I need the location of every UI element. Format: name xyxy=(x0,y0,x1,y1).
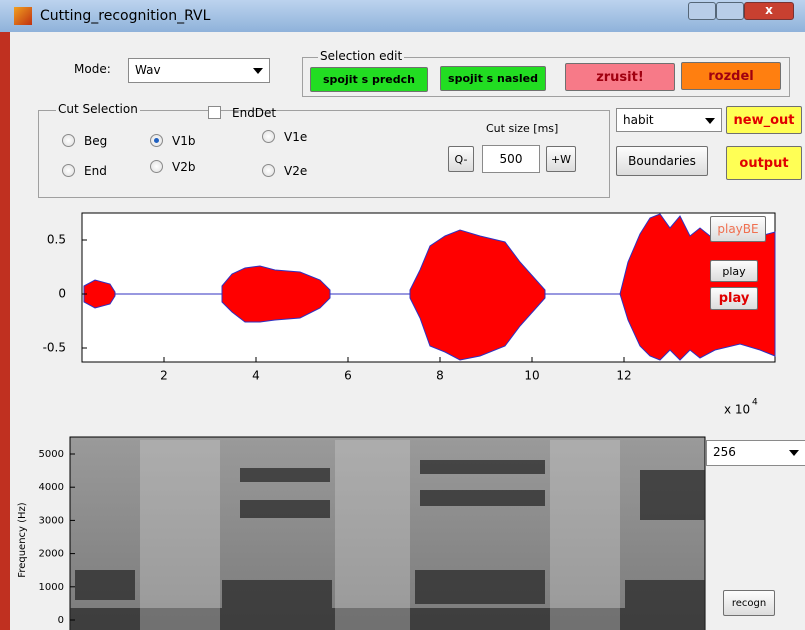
boundaries-button[interactable]: Boundaries xyxy=(616,146,708,176)
y-tick-label: 0 xyxy=(58,615,64,626)
radio-button[interactable] xyxy=(150,134,163,147)
enddet-label: EndDet xyxy=(232,106,277,120)
title-bar xyxy=(0,0,805,32)
spectrogram-highlights xyxy=(140,440,620,630)
x-tick-label: 10 xyxy=(524,369,539,383)
y-tick-label: 3000 xyxy=(39,515,64,526)
recogn-button[interactable]: recogn xyxy=(723,590,775,616)
mode-dropdown[interactable]: Wav xyxy=(128,58,270,83)
waveform-ticks: 0.5 0 -0.5 2 4 6 8 10 12 xyxy=(43,233,632,383)
y-tick-label: -0.5 xyxy=(43,341,66,355)
y-tick-label: 0.5 xyxy=(47,233,66,247)
x-tick-label: 8 xyxy=(436,369,444,383)
y-tick-label: 0 xyxy=(58,287,66,301)
output-button[interactable]: output xyxy=(726,146,802,180)
x-tick-label: 12 xyxy=(616,369,631,383)
y-tick-label: 2000 xyxy=(39,549,64,560)
radio-button[interactable] xyxy=(150,160,163,173)
x-tick-label: 6 xyxy=(344,369,352,383)
y-tick-label: 5000 xyxy=(39,449,64,460)
waveform xyxy=(82,213,776,361)
spectrogram-bands xyxy=(70,460,705,630)
cut-selection-group xyxy=(38,110,610,198)
output-dropdown[interactable]: habit xyxy=(616,108,722,132)
play-red-button[interactable]: play xyxy=(710,287,758,310)
radio-label: End xyxy=(84,164,107,178)
radio-button[interactable] xyxy=(62,164,75,177)
play-be-button[interactable]: playBE xyxy=(710,216,766,242)
radio-label: V2b xyxy=(172,160,196,174)
merge-prev-button[interactable]: spojit s predch xyxy=(310,67,428,92)
play-button[interactable]: play xyxy=(710,260,758,282)
spectrogram-ticks: 0 1000 2000 3000 4000 5000 xyxy=(39,449,75,626)
decrease-button[interactable]: Q- xyxy=(448,146,474,172)
radio-button[interactable] xyxy=(262,164,275,177)
y-tick-label: 4000 xyxy=(39,482,64,493)
radio-label: V1e xyxy=(284,130,308,144)
window-title: Cutting_recognition_RVL xyxy=(40,8,211,24)
radio-button[interactable] xyxy=(262,130,275,143)
y-axis-label: Frequency (Hz) xyxy=(17,502,28,578)
increase-button[interactable]: +W xyxy=(546,146,576,172)
merge-next-button[interactable]: spojit s nasled xyxy=(440,66,546,91)
cancel-button[interactable]: zrusit! xyxy=(565,63,675,91)
mode-label: Mode: xyxy=(74,62,111,76)
radio-label: V1b xyxy=(172,134,196,148)
group-title: Cut Selection xyxy=(56,102,140,116)
cut-size-input[interactable]: 500 xyxy=(482,145,540,173)
cut-size-label: Cut size [ms] xyxy=(486,122,559,135)
x-scale-label: x 10 xyxy=(724,403,750,417)
window-border xyxy=(0,32,10,630)
x-scale-exponent: 4 xyxy=(752,398,758,408)
waveform-segment xyxy=(619,213,776,361)
waveform-segment xyxy=(409,229,546,361)
waveform-segment xyxy=(221,265,331,323)
radio-button[interactable] xyxy=(62,134,75,147)
radio-label: V2e xyxy=(284,164,308,178)
selection-edit-group xyxy=(302,57,790,97)
new-out-button[interactable]: new_out xyxy=(726,106,802,134)
x-tick-label: 4 xyxy=(252,369,260,383)
window-size-dropdown[interactable]: 256 xyxy=(706,440,805,466)
spectrogram-axes xyxy=(69,436,706,630)
x-tick-label: 2 xyxy=(160,369,168,383)
radio-label: Beg xyxy=(84,134,108,148)
maximize-button[interactable] xyxy=(716,2,744,20)
minimize-button[interactable] xyxy=(688,2,716,20)
close-button[interactable]: x xyxy=(744,2,794,20)
y-tick-label: 1000 xyxy=(39,582,64,593)
waveform-segment xyxy=(83,279,116,309)
group-title: Selection edit xyxy=(318,49,405,63)
enddet-checkbox[interactable] xyxy=(208,106,221,119)
split-button[interactable]: rozdel xyxy=(681,62,781,90)
app-icon xyxy=(14,7,32,25)
